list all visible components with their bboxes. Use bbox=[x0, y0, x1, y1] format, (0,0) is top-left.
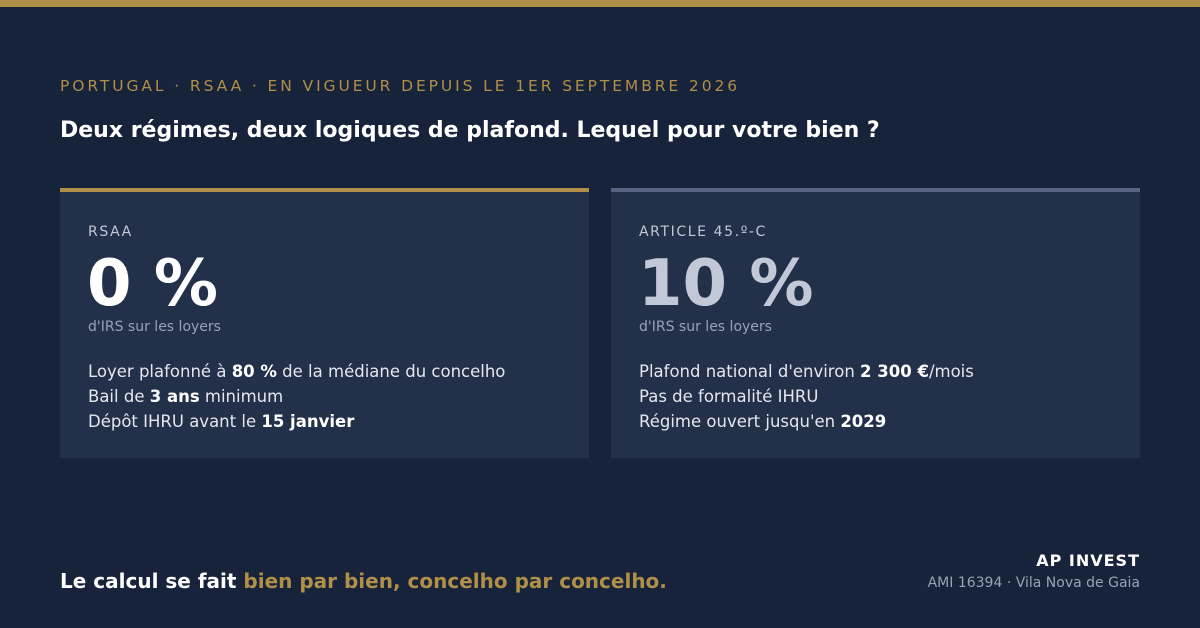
top-accent-rule bbox=[0, 0, 1200, 7]
tagline-accent: bien par bien, concelho par concelho. bbox=[243, 569, 667, 593]
card-article-45c: ARTICLE 45.º-C 10 % d'IRS sur les loyers… bbox=[611, 188, 1140, 458]
card-caption: d'IRS sur les loyers bbox=[639, 319, 772, 335]
page-title: Deux régimes, deux logiques de plafond. … bbox=[60, 118, 880, 143]
feature-line: Plafond national d'environ 2 300 €/mois bbox=[639, 362, 974, 381]
feature-line: Loyer plafonné à 80 % de la médiane du c… bbox=[88, 362, 506, 381]
card-rsaa: RSAA 0 % d'IRS sur les loyers Loyer plaf… bbox=[60, 188, 589, 458]
card-label: RSAA bbox=[88, 224, 133, 240]
brand-name: AP INVEST bbox=[1036, 551, 1140, 570]
feature-line: Bail de 3 ans minimum bbox=[88, 387, 284, 406]
eyebrow-text: PORTUGAL · RSAA · EN VIGUEUR DEPUIS LE 1… bbox=[60, 77, 740, 95]
card-feature-list: Loyer plafonné à 80 % de la médiane du c… bbox=[88, 359, 505, 434]
feature-line: Régime ouvert jusqu'en 2029 bbox=[639, 412, 887, 431]
card-rate: 10 % bbox=[638, 247, 814, 321]
card-feature-list: Plafond national d'environ 2 300 €/mois … bbox=[639, 359, 974, 434]
feature-line: Dépôt IHRU avant le 15 janvier bbox=[88, 412, 355, 431]
tagline-plain: Le calcul se fait bbox=[60, 569, 244, 593]
footer-tagline: Le calcul se fait bien par bien, concelh… bbox=[60, 569, 667, 593]
feature-line: Pas de formalité IHRU bbox=[639, 387, 819, 406]
card-label: ARTICLE 45.º-C bbox=[639, 224, 767, 240]
card-caption: d'IRS sur les loyers bbox=[88, 319, 221, 335]
brand-license: AMI 16394 · Vila Nova de Gaia bbox=[927, 575, 1140, 591]
card-rate: 0 % bbox=[87, 247, 218, 321]
